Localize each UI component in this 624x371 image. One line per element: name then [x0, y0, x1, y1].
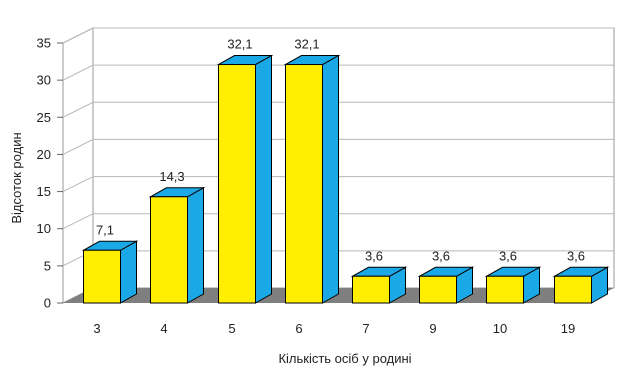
y-axis-title: Відсоток родин: [9, 132, 24, 223]
data-label: 3,6: [365, 248, 383, 263]
bar: 32,1: [283, 37, 341, 304]
x-tick-label: 7: [362, 321, 369, 336]
gridlines: [62, 27, 614, 267]
bar-side: [187, 186, 204, 304]
bar: 14,3: [148, 169, 206, 304]
x-tick-label: 4: [160, 321, 167, 336]
bar-front: [150, 196, 188, 304]
y-tick-label: 15: [37, 184, 51, 199]
gridline: [62, 176, 614, 193]
data-label: 32,1: [227, 37, 252, 52]
y-tick-labels: 0 5 10 15 20 25 30 35: [37, 36, 63, 311]
x-tick-label: 5: [228, 321, 235, 336]
gridline: [62, 138, 614, 155]
x-tick-label: 6: [295, 321, 302, 336]
y-tick-label: 35: [37, 36, 51, 51]
gridline: [62, 64, 614, 81]
y-tick-label: 25: [37, 110, 51, 125]
bar-front: [83, 249, 121, 304]
data-label: 3,6: [499, 248, 517, 263]
y-tick-label: 30: [37, 73, 51, 88]
x-tick-label: 10: [493, 321, 507, 336]
x-tick-label: 19: [561, 321, 575, 336]
bar-front: [218, 64, 256, 304]
bar: 3,6: [484, 248, 542, 304]
gridline: [62, 27, 614, 44]
bar-front: [554, 275, 592, 304]
bar-side: [322, 54, 339, 304]
y-tick-label: 5: [44, 258, 51, 273]
bar: 7,1: [81, 222, 139, 304]
data-label: 3,6: [567, 248, 585, 263]
x-axis-title: Кількість осіб у родині: [278, 351, 411, 366]
bar-front: [419, 275, 457, 304]
bar-front: [486, 275, 524, 304]
y-tick-label: 10: [37, 221, 51, 236]
y-tick-label: 20: [37, 147, 51, 162]
x-tick-label: 3: [93, 321, 100, 336]
data-label: 3,6: [432, 248, 450, 263]
bar-front: [352, 275, 390, 304]
bar-side: [120, 240, 137, 304]
bar: 3,6: [417, 248, 475, 304]
bar-side: [255, 54, 272, 304]
bar: 32,1: [216, 37, 274, 304]
data-label: 7,1: [96, 222, 114, 237]
y-tick-label: 0: [44, 296, 51, 311]
x-tick-label: 9: [429, 321, 436, 336]
data-label: 32,1: [294, 37, 319, 52]
gridline: [62, 101, 614, 118]
x-tick-labels: 3 4 5 6 7 9 10 19: [93, 321, 575, 336]
bar: 3,6: [350, 248, 408, 304]
bars: 7,1 14,3 32,1 32,1 3,6 3,6 3,6 3,6: [81, 37, 610, 304]
data-label: 14,3: [159, 169, 184, 184]
gridline: [62, 213, 614, 230]
bar-front: [285, 64, 323, 304]
bar: 3,6: [552, 248, 610, 304]
